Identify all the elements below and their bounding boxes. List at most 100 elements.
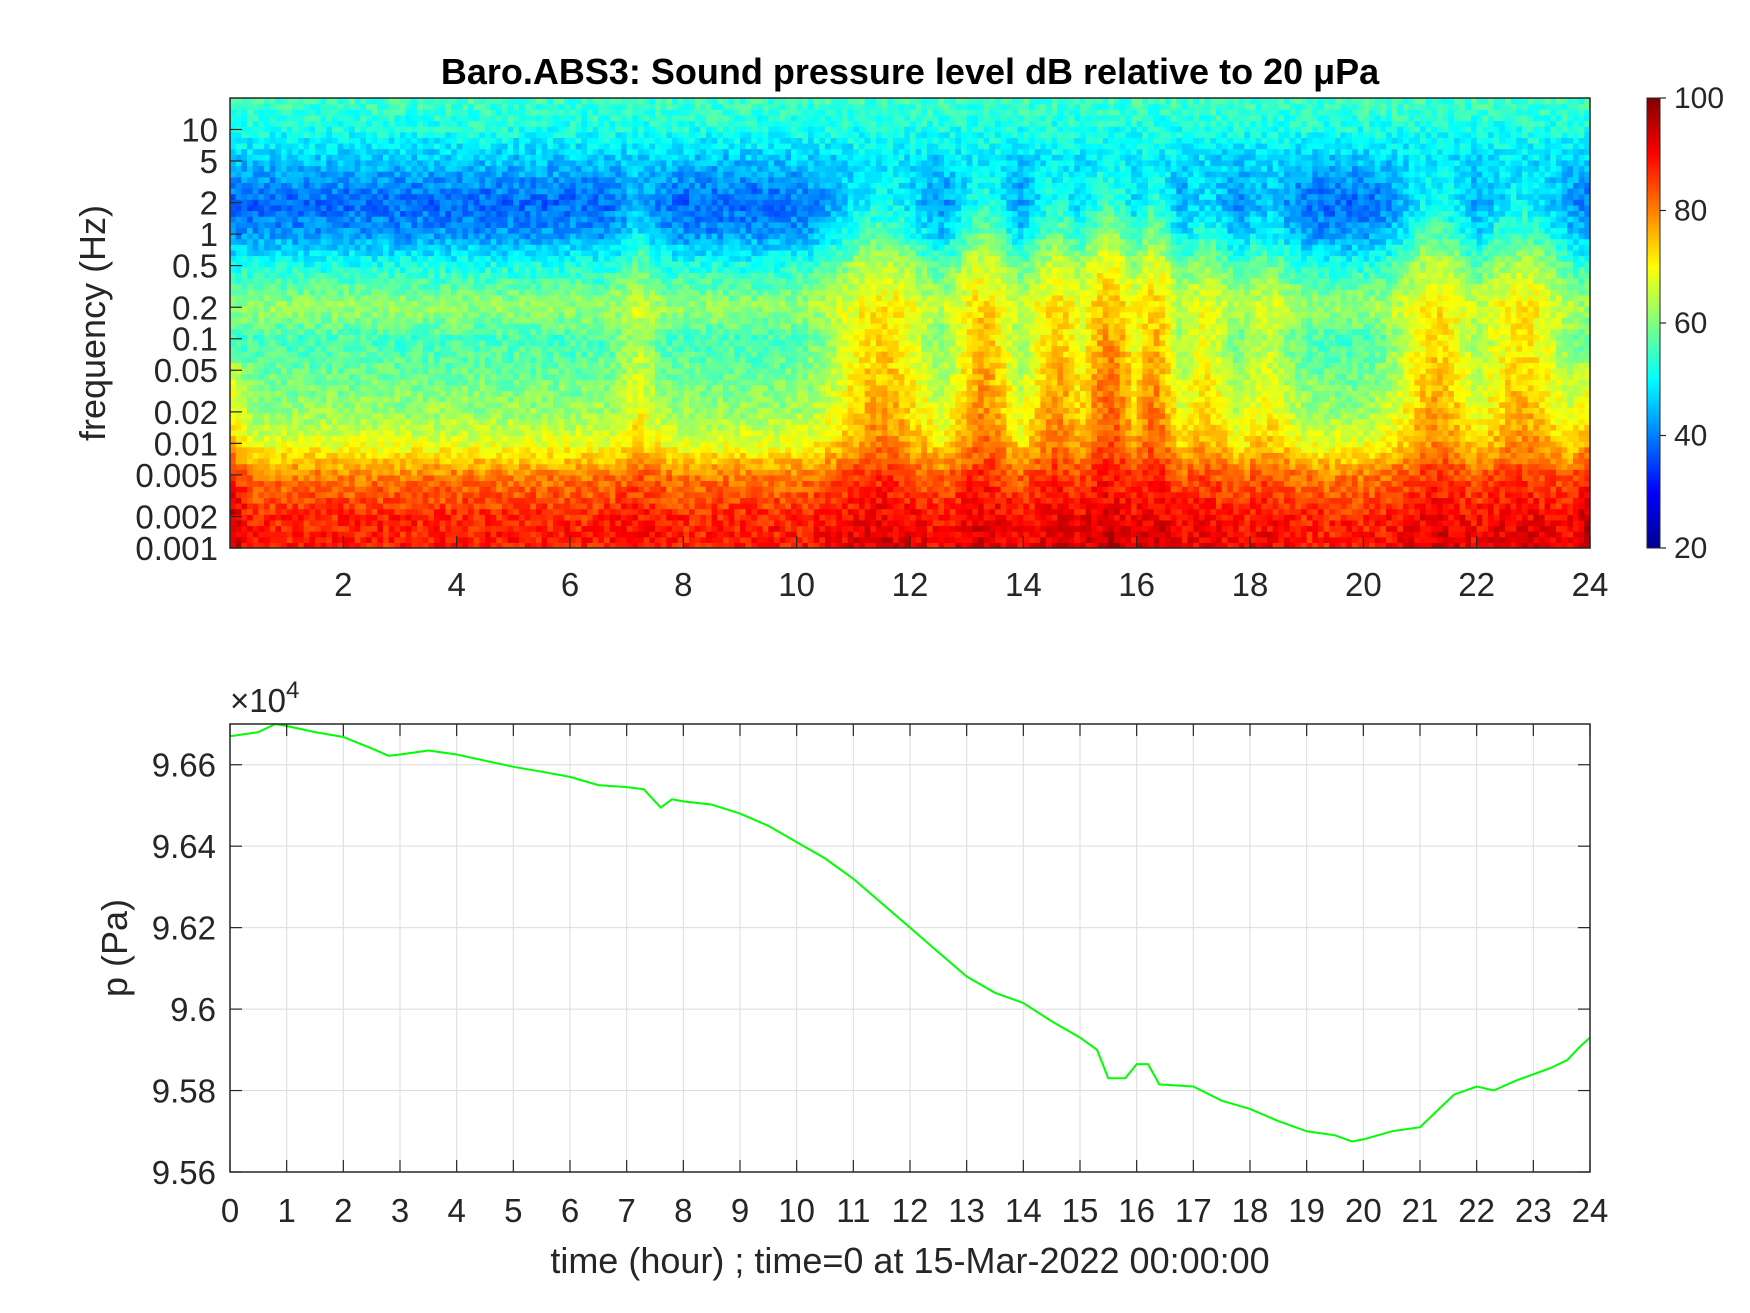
heatmap-cell bbox=[559, 497, 565, 503]
heatmap-cell bbox=[264, 239, 270, 245]
heatmap-cell bbox=[349, 503, 355, 509]
heatmap-cell bbox=[355, 205, 361, 211]
heatmap-cell bbox=[451, 469, 457, 475]
heatmap-cell bbox=[496, 109, 502, 115]
heatmap-cell bbox=[270, 436, 276, 442]
heatmap-cell bbox=[270, 306, 276, 312]
heatmap-cell bbox=[406, 295, 412, 301]
heatmap-cell bbox=[491, 98, 497, 104]
heatmap-cell bbox=[298, 357, 304, 363]
heatmap-cell bbox=[423, 199, 429, 205]
heatmap-cell bbox=[275, 329, 281, 335]
heatmap-cell bbox=[513, 402, 519, 408]
heatmap-cell bbox=[292, 346, 298, 352]
heatmap-cell bbox=[536, 419, 542, 425]
heatmap-cell bbox=[343, 261, 349, 267]
heatmap-cell bbox=[423, 402, 429, 408]
heatmap-cell bbox=[570, 486, 576, 492]
heatmap-cell bbox=[281, 149, 287, 155]
heatmap-cell bbox=[564, 509, 570, 515]
heatmap-cell bbox=[462, 205, 468, 211]
heatmap-cell bbox=[372, 486, 378, 492]
heatmap-cell bbox=[423, 98, 429, 104]
heatmap-cell bbox=[338, 171, 344, 177]
heatmap-cell bbox=[513, 464, 519, 470]
heatmap-cell bbox=[304, 109, 310, 115]
heatmap-cell bbox=[253, 424, 259, 430]
heatmap-cell bbox=[553, 430, 559, 436]
heatmap-cell bbox=[389, 334, 395, 340]
heatmap-cell bbox=[536, 346, 542, 352]
heatmap-cell bbox=[349, 379, 355, 385]
heatmap-cell bbox=[332, 115, 338, 121]
heatmap-cell bbox=[366, 160, 372, 166]
heatmap-cell bbox=[491, 312, 497, 318]
heatmap-cell bbox=[270, 441, 276, 447]
heatmap-cell bbox=[241, 256, 247, 262]
heatmap-cell bbox=[479, 503, 485, 509]
heatmap-cell bbox=[508, 514, 514, 520]
heatmap-cell bbox=[400, 194, 406, 200]
heatmap-cell bbox=[553, 407, 559, 413]
heatmap-cell bbox=[270, 261, 276, 267]
heatmap-cell bbox=[241, 160, 247, 166]
heatmap-cell bbox=[570, 441, 576, 447]
heatmap-cell bbox=[468, 329, 474, 335]
heatmap-cell bbox=[236, 503, 242, 509]
heatmap-cell bbox=[485, 346, 491, 352]
heatmap-cell bbox=[389, 458, 395, 464]
heatmap-cell bbox=[377, 284, 383, 290]
heatmap-cell bbox=[525, 194, 531, 200]
heatmap-cell bbox=[525, 272, 531, 278]
heatmap-cell bbox=[536, 368, 542, 374]
heatmap-cell bbox=[338, 227, 344, 233]
heatmap-cell bbox=[241, 391, 247, 397]
heatmap-cell bbox=[508, 351, 514, 357]
heatmap-cell bbox=[513, 143, 519, 149]
heatmap-cell bbox=[417, 481, 423, 487]
heatmap-cell bbox=[559, 340, 565, 346]
heatmap-cell bbox=[287, 351, 293, 357]
heatmap-cell bbox=[287, 199, 293, 205]
heatmap-cell bbox=[440, 188, 446, 194]
heatmap-cell bbox=[445, 357, 451, 363]
heatmap-cell bbox=[258, 458, 264, 464]
heatmap-cell bbox=[468, 154, 474, 160]
heatmap-cell bbox=[253, 334, 259, 340]
heatmap-cell bbox=[400, 340, 406, 346]
heatmap-cell bbox=[292, 160, 298, 166]
heatmap-cell bbox=[496, 115, 502, 121]
heatmap-cell bbox=[230, 346, 236, 352]
heatmap-cell bbox=[241, 216, 247, 222]
heatmap-cell bbox=[423, 436, 429, 442]
heatmap-cell bbox=[253, 182, 259, 188]
heatmap-cell bbox=[423, 137, 429, 143]
heatmap-cell bbox=[275, 351, 281, 357]
heatmap-cell bbox=[332, 458, 338, 464]
heatmap-cell bbox=[434, 137, 440, 143]
heatmap-cell bbox=[496, 171, 502, 177]
heatmap-cell bbox=[462, 222, 468, 228]
heatmap-cell bbox=[389, 464, 395, 470]
heatmap-cell bbox=[377, 497, 383, 503]
heatmap-cell bbox=[428, 391, 434, 397]
heatmap-cell bbox=[423, 385, 429, 391]
heatmap-cell bbox=[428, 267, 434, 273]
heatmap-cell bbox=[275, 211, 281, 217]
heatmap-cell bbox=[383, 278, 389, 284]
heatmap-cell bbox=[491, 177, 497, 183]
heatmap-cell bbox=[377, 419, 383, 425]
heatmap-cell bbox=[315, 458, 321, 464]
heatmap-cell bbox=[474, 227, 480, 233]
heatmap-cell bbox=[570, 211, 576, 217]
heatmap-cell bbox=[338, 177, 344, 183]
heatmap-cell bbox=[536, 222, 542, 228]
heatmap-cell bbox=[360, 537, 366, 543]
heatmap-cell bbox=[576, 250, 582, 256]
heatmap-cell bbox=[258, 227, 264, 233]
heatmap-cell bbox=[326, 458, 332, 464]
heatmap-cell bbox=[513, 385, 519, 391]
heatmap-cell bbox=[343, 531, 349, 537]
heatmap-cell bbox=[355, 481, 361, 487]
heatmap-cell bbox=[321, 452, 327, 458]
